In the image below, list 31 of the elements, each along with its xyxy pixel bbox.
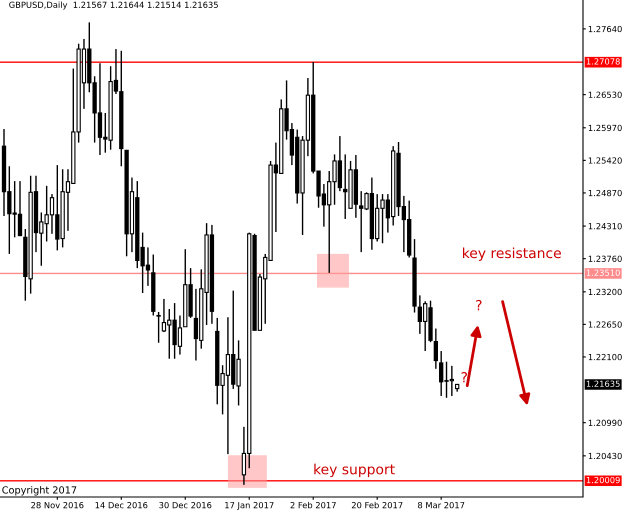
ref-line-label: 1.23510 (586, 270, 620, 276)
y-tick-label: 1.26530 (588, 92, 622, 98)
y-tick-label: 1.24310 (588, 223, 622, 230)
candlestick (434, 328, 438, 370)
chart-title: GBPUSD,Daily 1.21567 1.21644 1.21514 1.21635 (9, 1, 218, 10)
y-tick-label: 1.20990 (588, 420, 622, 426)
x-tick-label: 14 Dec 2016 (96, 502, 148, 508)
annotation: key support (314, 464, 395, 478)
y-tick-label: 1.22100 (588, 354, 622, 360)
x-tick-label: 17 Jan 2017 (225, 502, 274, 510)
candlestick (156, 311, 161, 344)
y-tick-label: 1.24870 (588, 190, 622, 196)
y-tick-label: 1.27640 (588, 26, 622, 32)
y-tick-label: 1.23760 (588, 256, 622, 262)
x-tick-label: 2 Feb 2017 (290, 502, 336, 508)
y-tick-label: 1.22650 (588, 321, 622, 328)
annotation: key resistance (462, 247, 561, 261)
x-tick-label: 8 Mar 2017 (418, 502, 464, 508)
y-tick-label: 1.25970 (588, 124, 622, 132)
annotation: ? (462, 372, 467, 382)
y-tick-label: 1.20430 (588, 452, 622, 460)
text: 1.21635 (586, 380, 620, 387)
annotation: Copyright 2017 (2, 486, 76, 496)
ref-line-label: 1.27078 (586, 58, 620, 65)
ref-line-label: 1.20009 (586, 476, 620, 484)
x-tick-label: 28 Nov 2016 (31, 502, 84, 508)
y-tick-label: 1.25420 (588, 157, 622, 164)
annotation: ? (476, 300, 482, 310)
x-tick-label: 30 Dec 2016 (159, 502, 212, 508)
x-tick-label: 20 Feb 2017 (352, 502, 402, 508)
y-tick-label: 1.23200 (588, 288, 622, 296)
